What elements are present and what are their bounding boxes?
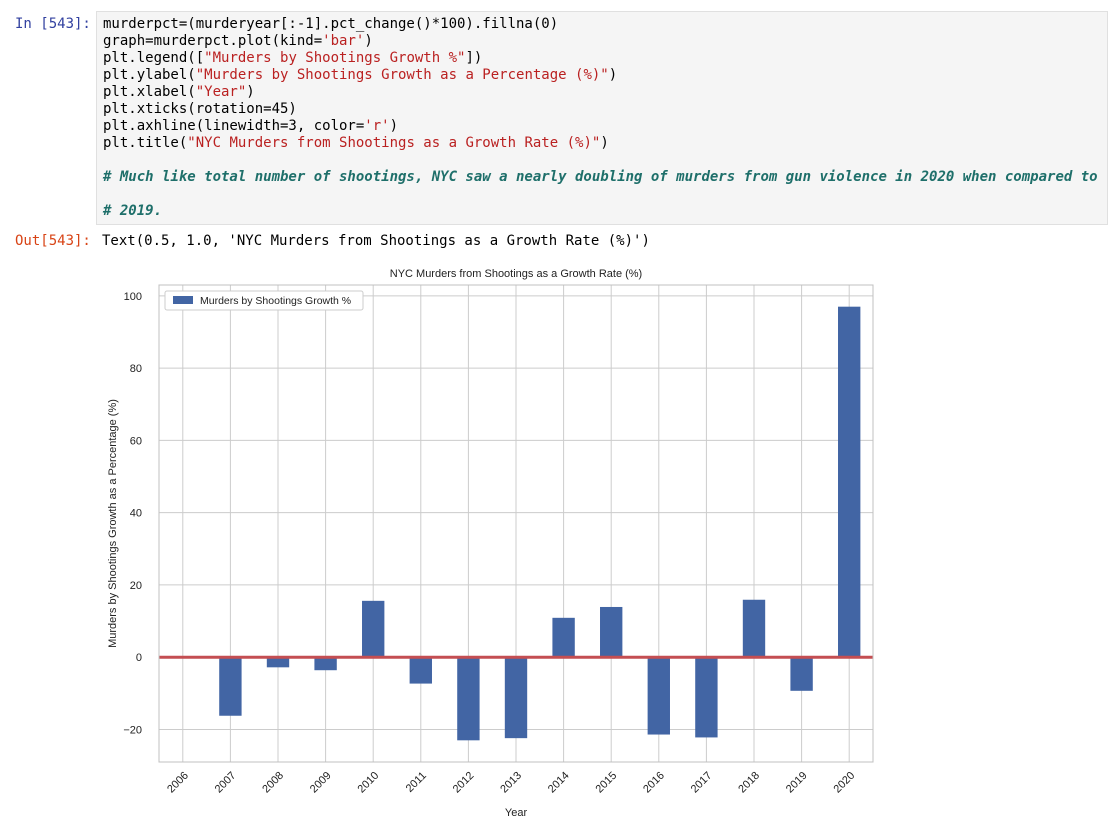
chart-svg: −20 0 20 40 60 80 100 2006 2007 2008 2009 2010 2011 2… xyxy=(107,268,874,819)
bar-2012 xyxy=(457,657,480,741)
y-tick-label: 20 xyxy=(130,580,142,592)
code-token: ) xyxy=(246,84,255,100)
code-line: plt.title("NYC Murders from Shootings as… xyxy=(103,135,1101,152)
input-prompt: In [543]: xyxy=(15,16,91,32)
code-token: plt.xlabel( xyxy=(103,84,196,100)
code-token: murderpct=(murderyear[:-1].pct_change()*… xyxy=(103,16,559,32)
code-comment: # 2019. xyxy=(103,203,163,219)
code-token: plt.axhline(linewidth=3, color= xyxy=(103,118,365,134)
bar-2018 xyxy=(742,599,766,658)
bar-2010 xyxy=(362,600,385,658)
code-token: ) xyxy=(600,135,609,151)
code-string: 'bar' xyxy=(322,33,365,49)
x-tick-label: 2007 xyxy=(213,770,239,796)
bar-2017 xyxy=(695,657,718,738)
x-tick-label: 2008 xyxy=(260,770,286,796)
code-line: graph=murderpct.plot(kind='bar') xyxy=(103,33,1101,50)
output-prompt: Out[543]: xyxy=(15,233,91,249)
x-tick-label: 2012 xyxy=(451,770,477,796)
code-string: "Murders by Shootings Growth as a Percen… xyxy=(195,67,609,83)
y-tick-label: −20 xyxy=(123,724,142,736)
y-tick-label: 80 xyxy=(130,363,142,375)
y-tick-label: 100 xyxy=(124,291,142,303)
code-line: plt.xlabel("Year") xyxy=(103,84,1101,101)
bar-2015 xyxy=(600,606,623,658)
code-line xyxy=(103,152,1101,169)
legend-box xyxy=(164,290,364,311)
x-tick-label: 2006 xyxy=(165,770,191,796)
bar-2019 xyxy=(790,657,813,691)
code-string: "NYC Murders from Shootings as a Growth … xyxy=(187,135,601,151)
code-line: # Much like total number of shootings, N… xyxy=(103,169,1101,186)
x-tick-label: 2013 xyxy=(498,770,524,796)
code-token: ) xyxy=(608,67,618,83)
bar-2016 xyxy=(647,657,670,735)
y-tick-label: 60 xyxy=(130,435,142,447)
legend-swatch xyxy=(173,296,193,304)
x-tick-label: 2017 xyxy=(689,770,715,796)
code-line: plt.axhline(linewidth=3, color='r') xyxy=(103,118,1101,135)
code-token: graph=murderpct.plot(kind= xyxy=(103,33,323,49)
x-axis-label: Year xyxy=(505,807,528,819)
code-string: "Murders by Shootings Growth %" xyxy=(204,50,466,66)
code-token: plt.title( xyxy=(103,135,188,151)
x-tick-label: 2011 xyxy=(404,770,429,795)
code-cell-input[interactable]: murderpct=(murderyear[:-1].pct_change()*… xyxy=(96,11,1108,225)
bar-2013 xyxy=(504,657,528,739)
x-tick-label: 2018 xyxy=(736,770,762,796)
x-tick-label: 2020 xyxy=(832,770,858,796)
bar-2008 xyxy=(266,657,290,668)
code-line: # 2019. xyxy=(103,203,1101,220)
output-text: Text(0.5, 1.0, 'NYC Murders from Shootin… xyxy=(102,233,650,249)
code-string: "Year" xyxy=(195,84,247,100)
code-comment: # Much like total number of shootings, N… xyxy=(103,169,1098,185)
bar-chart: −20 0 20 40 60 80 100 2006 2007 2008 2009 2010 2011 2… xyxy=(96,258,896,833)
chart-title: NYC Murders from Shootings as a Growth R… xyxy=(390,268,642,280)
bar-2011 xyxy=(409,657,432,684)
x-tick-label: 2015 xyxy=(594,770,620,796)
code-line: plt.legend(["Murders by Shootings Growth… xyxy=(103,50,1101,67)
x-tick-label: 2009 xyxy=(308,770,334,796)
bar-2007 xyxy=(219,657,242,716)
code-token: plt.xticks(rotation=45) xyxy=(103,101,297,117)
code-line xyxy=(103,186,1101,203)
bar-2014 xyxy=(552,617,575,658)
x-tick-label: 2014 xyxy=(546,770,572,796)
code-line: plt.xticks(rotation=45) xyxy=(103,101,1101,118)
code-token: plt.ylabel( xyxy=(103,67,196,83)
legend-label: Murders by Shootings Growth % xyxy=(200,295,351,307)
code-token: ]) xyxy=(465,50,483,66)
x-tick-label: 2016 xyxy=(641,770,667,796)
bar-2020 xyxy=(838,306,861,658)
y-tick-label: 0 xyxy=(136,652,142,664)
code-string: 'r' xyxy=(364,118,390,134)
y-tick-label: 40 xyxy=(130,508,142,520)
plot-frame xyxy=(158,284,874,763)
code-line: murderpct=(murderyear[:-1].pct_change()*… xyxy=(103,16,1101,33)
code-line: plt.ylabel("Murders by Shootings Growth … xyxy=(103,67,1101,84)
code-token: ) xyxy=(364,33,373,49)
code-token: plt.legend([ xyxy=(103,50,205,66)
y-axis-label: Murders by Shootings Growth as a Percent… xyxy=(107,399,119,648)
x-tick-label: 2019 xyxy=(784,770,810,796)
x-tick-label: 2010 xyxy=(356,770,382,796)
bar-2009 xyxy=(314,657,337,671)
code-token: ) xyxy=(389,118,399,134)
